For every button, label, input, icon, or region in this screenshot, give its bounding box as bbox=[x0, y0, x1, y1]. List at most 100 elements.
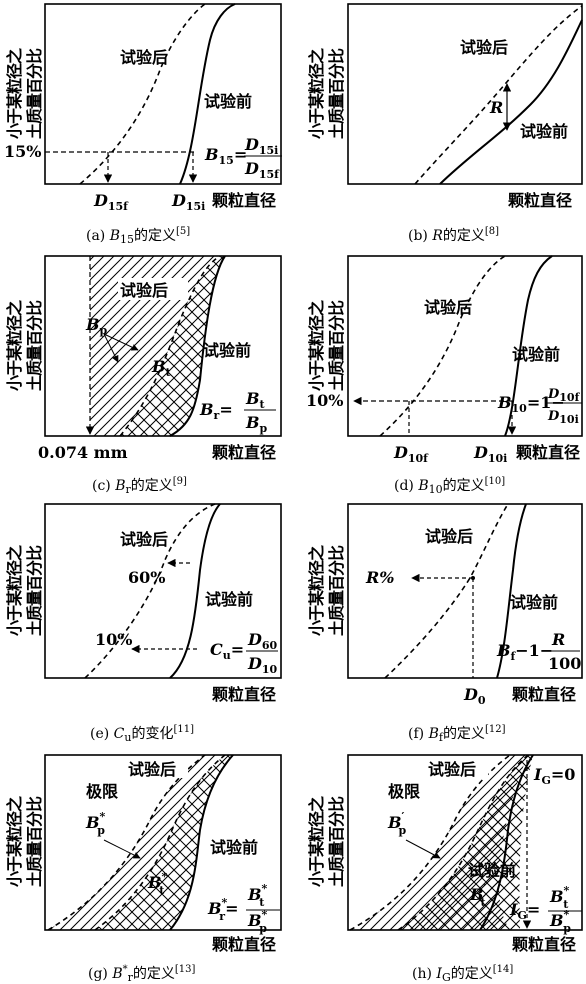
curve-after bbox=[379, 255, 506, 437]
curve-after bbox=[94, 754, 226, 931]
curve-before bbox=[179, 3, 236, 185]
panel-d: 小于某粒径之 土质量百分比 10% 试验后 试验前 B10=1− D10f D1… bbox=[306, 255, 583, 496]
label-bg bbox=[426, 758, 488, 778]
y-axis-label-line2: 土质量百分比 bbox=[25, 545, 44, 636]
before-test-label: 试验前 bbox=[210, 838, 258, 857]
formula-br: Br= bbox=[199, 400, 233, 422]
panel-b: 小于某粒径之 土质量百分比 R 试验后 试验前 颗粒直径 (b) R的定义[8] bbox=[307, 3, 583, 244]
label-bg bbox=[126, 758, 188, 778]
bt-prime-label: B′ t bbox=[469, 882, 487, 909]
label-bg bbox=[84, 780, 120, 800]
before-test-label: 试验前 bbox=[512, 345, 560, 364]
caption-h: (h) IG的定义[14] bbox=[412, 964, 513, 984]
bt-label: Bt bbox=[151, 357, 172, 379]
x-axis-label: 颗粒直径 bbox=[512, 685, 576, 704]
r-label: R bbox=[489, 98, 503, 117]
r-point bbox=[471, 576, 475, 580]
y-axis-label-line2: 土质量百分比 bbox=[25, 796, 44, 887]
curve-before bbox=[169, 754, 234, 931]
formula-ig: IG= bbox=[509, 900, 540, 922]
formula-bf: Bf−1− bbox=[496, 641, 553, 663]
x-mark-d15i: D15i bbox=[171, 191, 205, 213]
formula-br-den: Bp bbox=[245, 413, 268, 435]
y-axis-label-line1: 小于某粒径之 bbox=[307, 48, 326, 139]
caption-d: (d) B10的定义[10] bbox=[394, 476, 505, 496]
before-test-label: 试验前 bbox=[510, 593, 558, 612]
formula-cu-den: D10 bbox=[247, 654, 278, 676]
bp-label: Bp bbox=[85, 315, 108, 337]
bp-arrow bbox=[103, 333, 139, 351]
panel-g: 小于某粒径之 土质量百分比 极限 试验后 试验前 B* p B* t B* r= B*… bbox=[5, 754, 282, 984]
before-test-label: 试验前 bbox=[204, 92, 252, 111]
formula-b10-den: D10i bbox=[547, 409, 579, 426]
panel-e: 小于某粒径之 土质量百分比 试验后 60% 10% 试验前 Cu= D60 D1… bbox=[5, 503, 282, 744]
x-mark-d0: D0 bbox=[463, 685, 486, 707]
curve-before bbox=[496, 503, 527, 679]
caption-a: (a) B15的定义[5] bbox=[86, 226, 190, 246]
formula-ig-den: B* p bbox=[549, 908, 571, 935]
curve-before bbox=[479, 754, 534, 931]
formula-b10: B10=1− bbox=[497, 393, 565, 415]
curve-before bbox=[439, 19, 583, 185]
y-axis-label-line1: 小于某粒径之 bbox=[5, 796, 24, 887]
panel-b-frame bbox=[347, 3, 583, 185]
formula-ig-num: B* t bbox=[549, 884, 570, 911]
ig-zero-label: IG=0 bbox=[533, 765, 575, 787]
area-bt-star bbox=[95, 755, 233, 930]
r-pct-label: R% bbox=[365, 568, 395, 587]
caption-c: (c) Br的定义[9] bbox=[92, 476, 187, 496]
bp-star-label: B* p bbox=[85, 810, 106, 837]
formula-br-num: Bt bbox=[245, 389, 266, 411]
formula-b15: B15= bbox=[204, 145, 247, 167]
after-test-label: 试验后 bbox=[424, 298, 472, 317]
before-test-label: 试验前 bbox=[520, 122, 568, 141]
area-bt bbox=[120, 256, 225, 436]
pct-10-label: 10% bbox=[95, 630, 132, 649]
y-axis-label-line2: 土质量百分比 bbox=[327, 300, 346, 391]
panel-c: 小于某粒径之 土质量百分比 试验后 试验前 Bp Bt Br= Bt Bp 0.… bbox=[5, 255, 282, 496]
x-axis-label: 颗粒直径 bbox=[512, 935, 576, 954]
panel-e-frame bbox=[44, 503, 282, 679]
formula-cu: Cu= bbox=[210, 640, 244, 662]
curve-after bbox=[384, 503, 509, 679]
formula-br-star-den: B* p bbox=[247, 908, 268, 935]
bt-star-label: B* t bbox=[147, 870, 168, 897]
x-axis-label: 颗粒直径 bbox=[516, 443, 580, 462]
after-test-label: 试验后 bbox=[120, 281, 168, 300]
y-axis-label-line1: 小于某粒径之 bbox=[5, 300, 24, 391]
y-axis-label-line2: 土质量百分比 bbox=[327, 48, 346, 139]
after-test-label: 试验后 bbox=[120, 48, 168, 67]
after-test-label: 试验后 bbox=[128, 760, 176, 779]
x-mark-0074: 0.074 mm bbox=[38, 443, 128, 462]
y-axis-label-line1: 小于某粒径之 bbox=[5, 545, 24, 636]
curve-before bbox=[169, 503, 221, 679]
before-test-label: 试验前 bbox=[203, 341, 251, 360]
panel-a-frame bbox=[44, 3, 282, 185]
bp-arrow-2 bbox=[103, 333, 119, 363]
bp-star-arrow bbox=[103, 839, 141, 859]
formula-b10-num: D10f bbox=[547, 387, 581, 404]
panel-a: 小于某粒径之 土质量百分比 15% 试验后 试验前 B15= D15i D15f… bbox=[4, 3, 282, 246]
curve-after bbox=[397, 754, 529, 931]
formula-br-star-num: B* t bbox=[247, 882, 268, 909]
x-mark-d10f: D10f bbox=[393, 443, 429, 465]
pct-60-label: 60% bbox=[128, 568, 165, 587]
caption-b: (b) R的定义[8] bbox=[408, 226, 499, 244]
x-axis-label: 颗粒直径 bbox=[508, 191, 572, 210]
caption-f: (f) Bf的定义[12] bbox=[408, 724, 506, 744]
curve-after bbox=[414, 5, 583, 185]
after-test-label: 试验后 bbox=[460, 38, 508, 57]
after-test-label: 试验后 bbox=[120, 530, 168, 549]
y-axis-label-line2: 土质量百分比 bbox=[25, 48, 44, 139]
x-axis-label: 颗粒直径 bbox=[212, 191, 276, 210]
y-axis-label-line2: 土质量百分比 bbox=[25, 300, 44, 391]
area-bp bbox=[90, 256, 220, 436]
before-test-label: 试验前 bbox=[205, 590, 253, 609]
label-bg bbox=[386, 780, 422, 800]
area-bp-star bbox=[48, 755, 225, 930]
formula-b15-den: D15f bbox=[244, 159, 280, 181]
bp-prime-arrow bbox=[405, 839, 441, 859]
after-test-label: 试验后 bbox=[428, 760, 476, 779]
limit-label: 极限 bbox=[388, 782, 421, 801]
